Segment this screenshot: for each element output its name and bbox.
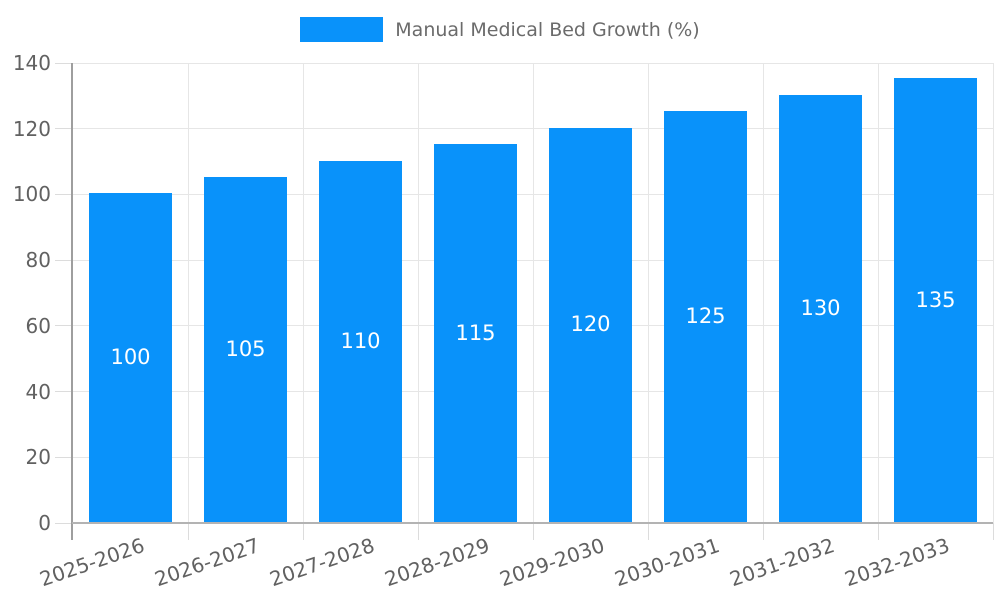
y-axis-label: 120 (12, 116, 51, 141)
bar-value-label: 125 (685, 304, 726, 329)
x-gridline (762, 63, 764, 523)
bar-value-label: 105 (225, 337, 266, 361)
y-tick (55, 193, 73, 195)
y-tick (55, 391, 73, 393)
x-gridline (302, 63, 304, 523)
x-tick (877, 523, 879, 540)
x-axis-label: 2032-2033 (842, 533, 953, 592)
x-tick (302, 523, 304, 540)
x-tick (532, 523, 534, 540)
y-tick (55, 259, 73, 261)
y-tick (55, 128, 73, 130)
x-tick (762, 523, 764, 540)
legend[interactable]: Manual Medical Bed Growth (%) (0, 17, 1000, 42)
y-axis-label: 80 (25, 248, 51, 273)
y-tick (55, 522, 73, 524)
bar-value-label: 130 (800, 295, 841, 320)
bar-value-label: 115 (455, 320, 496, 345)
x-gridline (417, 63, 419, 523)
x-tick (417, 523, 419, 540)
x-axis-label: 2027-2028 (267, 533, 378, 592)
x-axis-label: 2031-2032 (727, 533, 838, 592)
y-axis-label: 0 (38, 511, 51, 535)
legend-swatch-icon (300, 17, 384, 42)
x-tick (187, 523, 189, 540)
x-tick (647, 523, 649, 540)
bar-2032-2033[interactable]: 135 (894, 78, 977, 522)
y-axis-label: 20 (25, 445, 51, 470)
x-gridline (647, 63, 649, 523)
x-axis-label: 2025-2026 (37, 533, 148, 592)
bar-2028-2029[interactable]: 115 (434, 144, 517, 522)
bar-2031-2032[interactable]: 130 (779, 94, 862, 522)
y-tick (55, 325, 73, 327)
y-axis-label: 140 (12, 51, 51, 75)
y-axis-line (71, 63, 73, 540)
bar-value-label: 120 (570, 312, 611, 337)
y-axis-label: 100 (12, 182, 51, 207)
y-axis-label: 60 (25, 313, 51, 338)
x-gridline (187, 63, 189, 523)
x-axis-label: 2029-2030 (497, 533, 608, 592)
bar-2025-2026[interactable]: 100 (89, 193, 172, 522)
bar-2027-2028[interactable]: 110 (319, 160, 402, 522)
bar-value-label: 110 (340, 328, 381, 353)
y-tick (55, 62, 73, 64)
bar-value-label: 100 (110, 345, 151, 370)
x-gridline (877, 63, 879, 523)
x-axis-label: 2026-2027 (152, 533, 263, 592)
x-tick (992, 523, 994, 540)
y-axis-label: 40 (25, 379, 51, 404)
x-gridline (532, 63, 534, 523)
x-baseline (72, 521, 993, 524)
x-axis-label: 2028-2029 (382, 533, 493, 592)
bar-2029-2030[interactable]: 120 (549, 127, 632, 522)
bar-2030-2031[interactable]: 125 (664, 111, 747, 522)
y-tick (55, 456, 73, 458)
bar-value-label: 135 (915, 287, 956, 312)
bar-2026-2027[interactable]: 105 (204, 177, 287, 522)
x-axis-label: 2030-2031 (612, 533, 723, 592)
x-gridline (992, 63, 994, 523)
legend-label: Manual Medical Bed Growth (%) (395, 18, 700, 41)
